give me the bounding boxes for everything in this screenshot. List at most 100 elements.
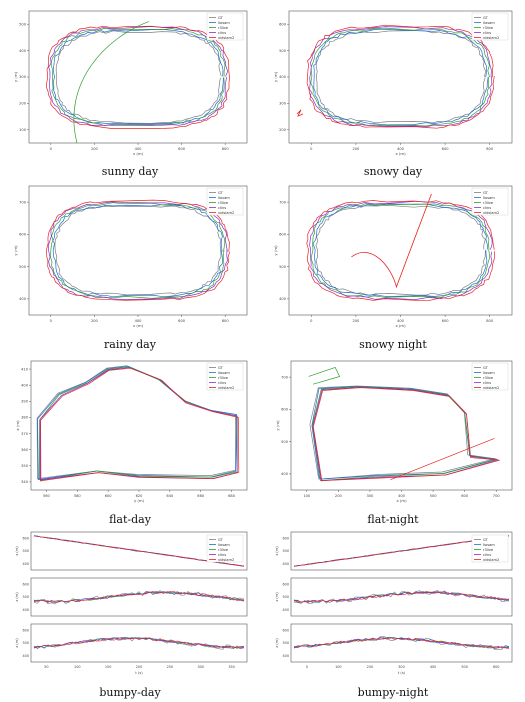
snowy-day-xtick-label: 600 — [442, 147, 450, 151]
rainy-day-trajectory-liosam — [52, 204, 223, 298]
flat-day-trajectory-GT — [36, 365, 236, 480]
snowy-day-trajectory-GT — [315, 30, 486, 124]
bumpy-day-xtick-label: 300 — [197, 665, 203, 669]
bumpy-day-series-clins — [33, 637, 245, 649]
snowy-day-xtick-label: 0 — [310, 147, 313, 151]
snowy-day-ytick-label: 200 — [279, 128, 287, 132]
snowy-day-trajectory-liosam — [313, 29, 489, 126]
bumpy-day-legend-entry: GT — [218, 538, 224, 542]
panel-flat-day: 560 580 600 620 640 660 680 410 400 390 380 370 360 3… — [5, 355, 255, 510]
bumpy-night-xtick-label: 500 — [461, 665, 467, 669]
bumpy-day-ytick-label: 500 — [23, 549, 29, 553]
sunny-day-xtick-label: 400 — [135, 147, 143, 151]
flat-day-ytick-label: 380 — [21, 416, 29, 420]
chart-bumpy-night: 600 500 400 z (m) GTliosamr3liveclinsvidslam… — [275, 531, 513, 675]
bumpy-day-subplot: 600 500 400 z (m) 50 100 150 200 250 300 350 t (s) — [15, 623, 248, 675]
snowy-night-xtick-label: 0 — [310, 319, 313, 323]
flat-day-xlabel: y (m) — [134, 498, 145, 503]
bumpy-night-ytick-label: 400 — [283, 608, 289, 612]
flat-day-ytick-label: 360 — [21, 448, 29, 452]
flat-day-trajectory-liosam — [37, 365, 237, 480]
sunny-day-drift-segment — [73, 21, 150, 144]
caption-flat-day: flat-day — [109, 513, 151, 526]
flat-night-trajectory-clins — [312, 386, 499, 482]
sunny-day-legend-entry: vidslam2 — [218, 36, 234, 40]
panel-snowy-night: 0 200 400 600 800 700 600 500 400 x (m) y (m) GT lio… — [265, 180, 520, 335]
snowy-day-legend-entry: r3live — [483, 26, 494, 30]
flat-day-legend-entry: liosam — [218, 371, 230, 375]
snowy-night-ytick-label: 700 — [279, 200, 287, 204]
bumpy-night-series-vidslam2 — [293, 637, 510, 649]
bumpy-day-legend-entry: vidslam2 — [218, 558, 234, 562]
snowy-day-xtick-label: 200 — [352, 147, 360, 151]
sunny-day-xtick-label: 600 — [178, 147, 186, 151]
panel-bumpy-night: 600 500 400 z (m) GT liosam r3live clins vidslam… — [265, 528, 520, 684]
flat-night-ytick-label: 700 — [281, 375, 289, 379]
snowy-day-legend-entry: vidslam2 — [483, 36, 499, 40]
snowy-day-drift-segment — [296, 109, 304, 117]
flat-day-xtick-label: 580 — [74, 494, 82, 498]
flat-day-xtick-label: 560 — [43, 494, 51, 498]
flat-day-xtick-label: 640 — [166, 494, 174, 498]
panel-rainy-day: 0 200 400 600 800 700 600 500 400 x (m) y (m) GT lio… — [5, 180, 255, 335]
sunny-day-ytick-label: 400 — [19, 49, 27, 53]
bumpy-night-ytick-label: 500 — [283, 641, 289, 645]
bumpy-night-legend-entry: liosam — [483, 543, 495, 547]
snowy-day-trajectory-r3live — [310, 27, 490, 127]
snowy-night-ylabel: y (m) — [273, 245, 278, 256]
sunny-day-xtick-label: 200 — [91, 147, 99, 151]
sunny-day-trajectory-clins — [48, 26, 229, 126]
flat-day-axes: 560 580 600 620 640 660 680 410 400 390 380 370 360 3… — [15, 360, 248, 503]
bumpy-day-legend-entry: liosam — [218, 543, 230, 547]
flat-day-ytick-label: 400 — [21, 383, 29, 387]
flat-day-ytick-label: 340 — [21, 480, 29, 484]
flat-night-trajectory-GT — [309, 385, 496, 480]
sunny-day-legend-entry: GT — [218, 16, 224, 20]
flat-day-ylabel: x (m) — [15, 420, 20, 431]
bumpy-day-ylabel: z (m) — [15, 638, 19, 648]
snowy-night-xtick-label: 400 — [397, 319, 405, 323]
rainy-day-legend-entry: clins — [218, 206, 226, 210]
rainy-day-ytick-label: 500 — [19, 265, 27, 269]
flat-night-legend-entry: r3live — [483, 376, 494, 380]
flat-day-ytick-label: 370 — [21, 432, 29, 436]
bumpy-day-xtick-label: 150 — [105, 665, 111, 669]
flat-day-ytick-label: 350 — [21, 464, 29, 468]
bumpy-night-xtick-label: 400 — [430, 665, 436, 669]
rainy-day-trajectory-r3live — [50, 202, 226, 299]
bumpy-night-subplot: 600 500 400 z (m) 0 100 200 300 400 500 600 t (s) — [275, 623, 513, 675]
snowy-day-xtick-label: 800 — [486, 147, 494, 151]
caption-bumpy-night: bumpy-night — [357, 686, 429, 699]
flat-day-ytick-label: 410 — [21, 367, 29, 371]
bumpy-day-ytick-label: 600 — [23, 583, 29, 587]
caption-snowy-night: snowy night — [359, 338, 427, 351]
snowy-day-xtick-label: 400 — [397, 147, 405, 151]
caption-flat-night: flat-night — [367, 513, 419, 526]
rainy-day-ytick-label: 400 — [19, 297, 27, 301]
panel-snowy-day: 0 200 400 600 800 600 500 400 300 200 x (m) y (m) GT… — [265, 5, 520, 163]
snowy-day-xlabel: x (m) — [395, 151, 406, 156]
sunny-day-xtick-label: 0 — [50, 147, 53, 151]
flat-night-xtick-label: 600 — [461, 494, 469, 498]
rainy-day-xlabel: x (m) — [133, 323, 144, 328]
snowy-night-xlabel: x (m) — [395, 323, 406, 328]
snowy-night-ytick-label: 400 — [279, 297, 287, 301]
bumpy-night-subplot: 600 500 400 z (m) — [275, 577, 513, 617]
snowy-night-trajectory-clins — [309, 200, 493, 300]
sunny-day-xtick-label: 800 — [222, 147, 230, 151]
bumpy-night-xtick-label: 0 — [306, 665, 308, 669]
flat-night-legend-entry: GT — [483, 366, 489, 370]
snowy-night-legend-entry: clins — [483, 206, 491, 210]
bumpy-night-ytick-label: 600 — [283, 537, 289, 541]
snowy-day-ytick-label: 600 — [279, 22, 287, 26]
flat-night-legend-entry: vidslam2 — [483, 386, 499, 390]
snowy-day-legend-entry: GT — [483, 16, 489, 20]
rainy-day-trajectory-clins — [48, 201, 228, 300]
flat-day-legend-entry: vidslam2 — [218, 386, 234, 390]
snowy-night-legend-entry: r3live — [483, 201, 494, 205]
bumpy-day-series-vidslam2 — [33, 637, 244, 649]
